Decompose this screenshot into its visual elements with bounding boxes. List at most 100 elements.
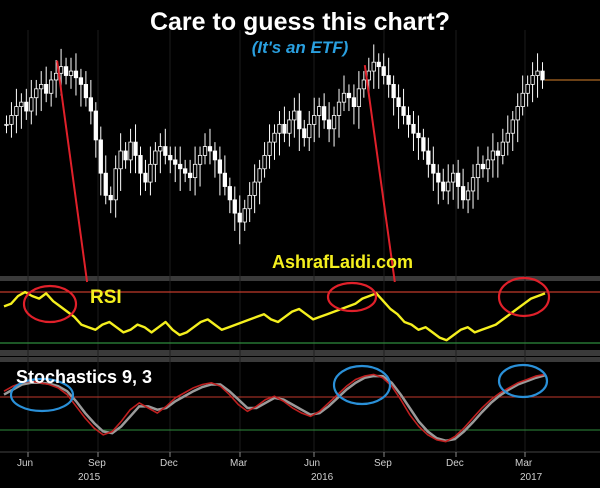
candle-body bbox=[346, 92, 352, 99]
candle-body bbox=[197, 155, 203, 165]
candle-body bbox=[297, 110, 302, 130]
stoch-highlight-ellipse bbox=[9, 377, 75, 413]
rsi-series-line bbox=[3, 290, 546, 342]
candle-body bbox=[19, 101, 24, 108]
candle-body bbox=[68, 70, 74, 76]
candle-body bbox=[277, 123, 282, 134]
candle-body bbox=[29, 97, 34, 112]
candle-body bbox=[24, 101, 29, 112]
x-tick-label: Dec bbox=[160, 458, 178, 469]
candle-body bbox=[222, 172, 228, 187]
candle-body bbox=[356, 88, 362, 107]
stochastics-label: Stochastics 9, 3 bbox=[16, 367, 153, 387]
candle-body bbox=[490, 150, 496, 161]
candle-body bbox=[540, 70, 545, 81]
candle-body bbox=[158, 146, 163, 152]
candle-body bbox=[386, 75, 391, 85]
candle-body bbox=[98, 139, 103, 174]
candle-body bbox=[421, 137, 426, 152]
candle-body bbox=[326, 119, 332, 130]
candle-body bbox=[34, 88, 39, 99]
watermark: AshrafLaidi.com bbox=[272, 252, 414, 272]
candle-body bbox=[520, 92, 525, 107]
candle-body bbox=[287, 119, 292, 134]
candle-body bbox=[187, 172, 193, 179]
candle-body bbox=[436, 172, 441, 183]
candle-body bbox=[371, 61, 376, 72]
candle-body bbox=[207, 146, 213, 152]
stoch-d-line bbox=[3, 374, 546, 443]
candle-body bbox=[93, 110, 98, 141]
candle-body bbox=[242, 208, 247, 223]
candle-body bbox=[465, 190, 471, 201]
candle-body bbox=[530, 75, 535, 85]
candle-body bbox=[108, 194, 113, 201]
candle-body bbox=[431, 163, 436, 174]
candle-body bbox=[63, 66, 69, 76]
candle-body bbox=[446, 181, 451, 192]
candle-body bbox=[44, 84, 49, 94]
candle-body bbox=[302, 128, 307, 139]
candle-body bbox=[307, 123, 312, 139]
x-year-label: 2016 bbox=[311, 472, 334, 483]
panel-separator bbox=[0, 350, 600, 356]
candle-body bbox=[351, 97, 357, 108]
candle-body bbox=[212, 150, 218, 161]
candle-body bbox=[416, 132, 421, 139]
candle-body bbox=[113, 168, 118, 201]
candle-body bbox=[183, 168, 188, 174]
stoch-highlight-ellipse bbox=[332, 364, 392, 406]
candle-body bbox=[168, 155, 173, 161]
stoch-highlight-ellipse bbox=[497, 363, 549, 399]
candle-body bbox=[535, 70, 540, 76]
candle-body bbox=[14, 106, 19, 116]
x-year-label: 2015 bbox=[78, 472, 101, 483]
x-year-label: 2017 bbox=[520, 472, 543, 483]
candle-body bbox=[317, 106, 322, 116]
chart-subtitle: (It's an ETF) bbox=[251, 38, 349, 57]
candle-body bbox=[123, 150, 128, 161]
x-tick-label: Mar bbox=[230, 458, 248, 469]
candle-body bbox=[441, 181, 446, 192]
candle-body bbox=[495, 150, 500, 156]
candle-body bbox=[143, 172, 148, 183]
candle-body bbox=[396, 97, 401, 108]
candle-body bbox=[53, 72, 59, 81]
stoch-k-line bbox=[3, 373, 546, 443]
candle-body bbox=[78, 77, 84, 85]
candle-body bbox=[138, 155, 143, 174]
candle-body bbox=[217, 159, 223, 174]
x-tick-label: Jun bbox=[304, 458, 321, 469]
candle-body bbox=[4, 123, 9, 126]
candle-body bbox=[272, 132, 277, 143]
candle-body bbox=[470, 177, 476, 192]
candle-body bbox=[103, 172, 108, 196]
candle-body bbox=[128, 141, 133, 161]
candle-body bbox=[341, 92, 347, 103]
candle-body bbox=[49, 79, 54, 94]
rsi-highlight-ellipse bbox=[326, 281, 378, 313]
candle-body bbox=[83, 84, 89, 99]
candle-body bbox=[500, 141, 505, 156]
candle-body bbox=[525, 84, 530, 94]
candle-body bbox=[88, 97, 93, 112]
candle-body bbox=[178, 163, 183, 170]
candle-body bbox=[480, 163, 486, 170]
candle-body bbox=[321, 106, 327, 121]
candle-body bbox=[460, 186, 466, 201]
candle-body bbox=[153, 150, 158, 165]
candle-body bbox=[485, 159, 491, 170]
candle-body bbox=[39, 84, 44, 90]
candle-body bbox=[173, 159, 178, 165]
candle-body bbox=[237, 212, 242, 223]
chart-title: Care to guess this chart? bbox=[149, 8, 451, 36]
candle-body bbox=[381, 66, 386, 76]
panel-separator bbox=[0, 357, 600, 362]
candle-body bbox=[202, 146, 208, 156]
candle-body bbox=[163, 146, 168, 156]
candle-body bbox=[58, 66, 64, 74]
rsi-highlight-ellipse bbox=[497, 276, 551, 318]
candle-body bbox=[133, 141, 138, 156]
